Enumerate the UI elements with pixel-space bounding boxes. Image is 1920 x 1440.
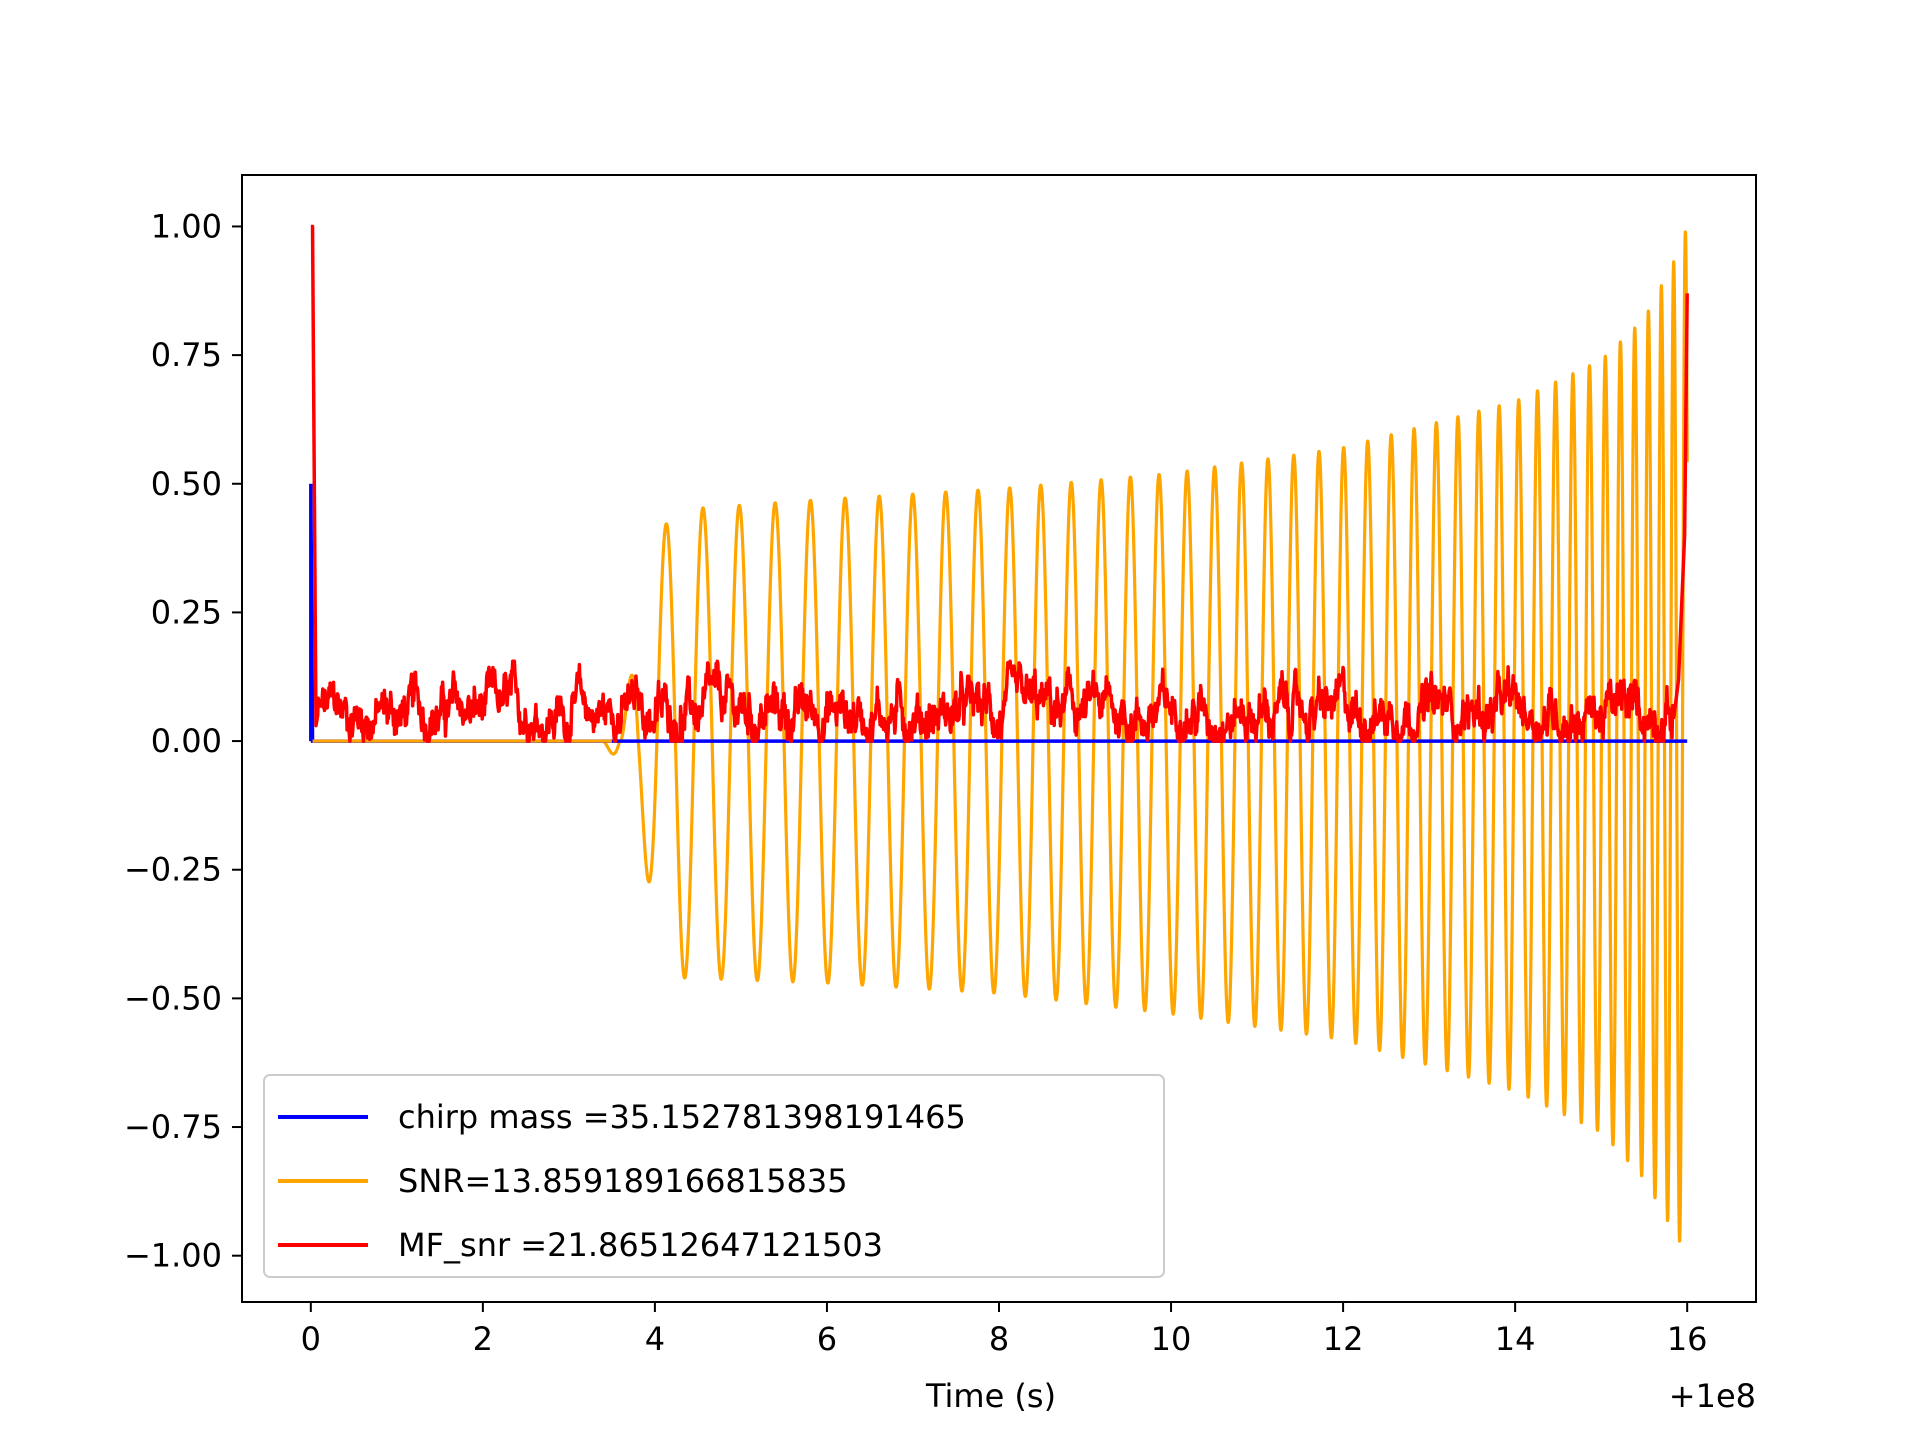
y-axis: 1.00 0.75 0.50 0.25 0.00 −0.25 −0.50 −0.75 −1.00 (124, 207, 242, 1275)
y-tick-label: −1.00 (124, 1237, 222, 1275)
x-tick-label: 6 (817, 1320, 837, 1358)
series-line-mf-snr (310, 224, 1689, 743)
legend-label: SNR=13.859189166815835 (398, 1162, 848, 1200)
x-axis-label: Time (s) (925, 1377, 1056, 1415)
plot-area (241, 174, 1757, 1303)
y-tick-label: 0.00 (151, 722, 222, 760)
x-axis-offset-label: +1e8 (1669, 1377, 1756, 1415)
y-tick-label: 0.50 (151, 465, 222, 503)
y-tick-label: −0.25 (124, 851, 222, 889)
series-layer (309, 224, 1689, 1243)
legend-label: MF_snr =21.86512647121503 (398, 1226, 883, 1264)
legend: chirp mass =35.152781398191465 SNR=13.859… (263, 1074, 1165, 1278)
x-tick-label: 0 (301, 1320, 321, 1358)
x-tick-label: 8 (989, 1320, 1009, 1358)
x-axis: 0 2 4 6 8 10 12 14 16 (301, 1302, 1708, 1358)
y-tick-label: −0.50 (124, 979, 222, 1017)
y-tick-label: 0.25 (151, 593, 222, 631)
legend-label: chirp mass =35.152781398191465 (398, 1098, 966, 1136)
y-tick-label: 0.75 (151, 336, 222, 374)
y-tick-label: −0.75 (124, 1108, 222, 1146)
x-tick-label: 16 (1667, 1320, 1708, 1358)
series-line-chirp-mass (309, 483, 1688, 743)
x-tick-label: 14 (1495, 1320, 1536, 1358)
x-tick-label: 10 (1151, 1320, 1192, 1358)
x-tick-label: 2 (473, 1320, 493, 1358)
y-tick-label: 1.00 (151, 207, 222, 245)
x-tick-label: 12 (1323, 1320, 1364, 1358)
x-tick-label: 4 (645, 1320, 665, 1358)
legend-box (263, 1074, 1165, 1278)
